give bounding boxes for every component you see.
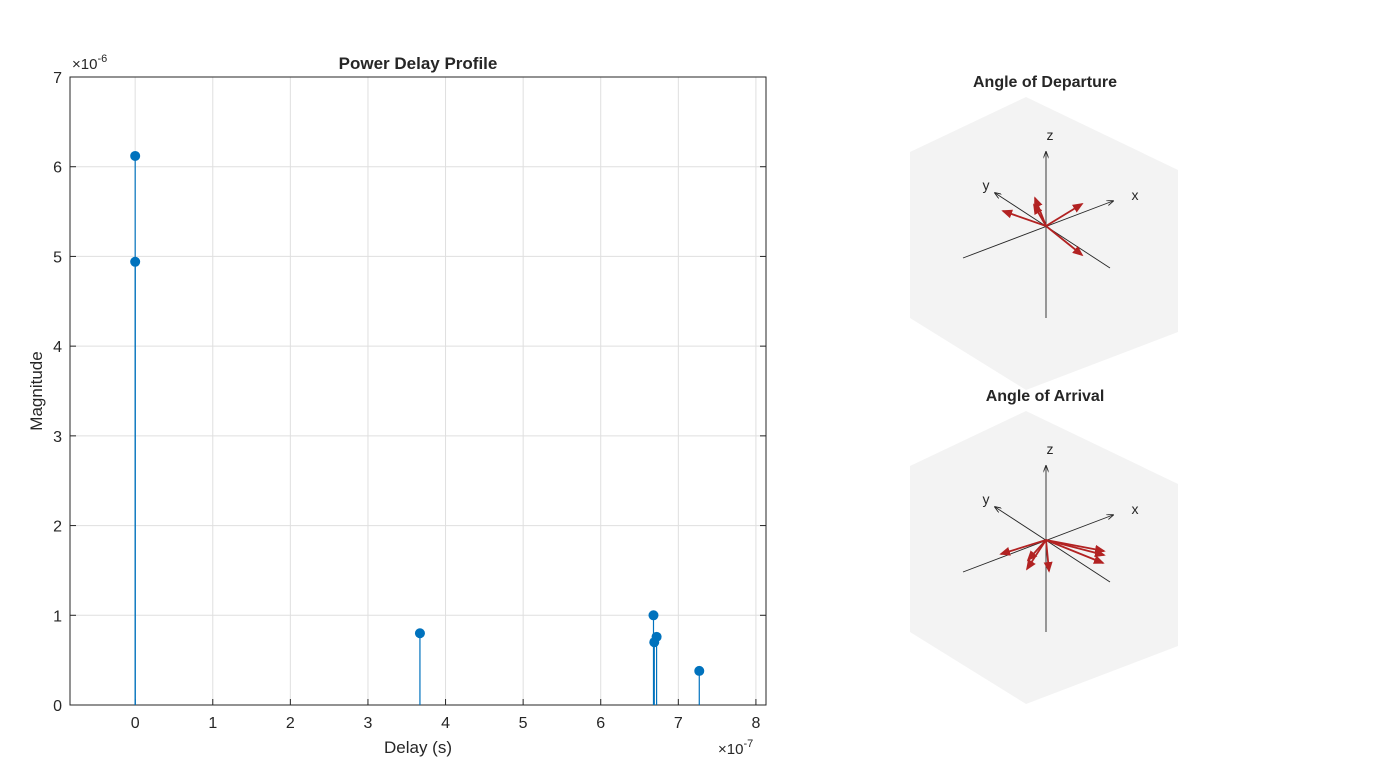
x-tick-label: 6 bbox=[596, 715, 605, 732]
y-axis-label: y bbox=[983, 177, 990, 193]
stems bbox=[130, 150, 705, 705]
y-axis-label: y bbox=[983, 491, 990, 507]
stem-marker[interactable] bbox=[694, 665, 705, 676]
axes-background bbox=[910, 97, 1178, 390]
direction-arrow bbox=[1033, 203, 1047, 227]
stem-marker[interactable] bbox=[130, 150, 141, 161]
y-axis bbox=[995, 507, 1111, 583]
y-tick-label: 0 bbox=[53, 698, 62, 715]
plot-area-box bbox=[69, 76, 767, 706]
z-axis-label: z bbox=[1047, 127, 1054, 143]
x-axis-label: x bbox=[1132, 187, 1139, 203]
y-tick-label: 3 bbox=[53, 429, 62, 446]
x-axis-label: Delay (s) bbox=[384, 738, 452, 757]
angle-of-departure-plot: Angle of Departure x y z bbox=[910, 74, 1178, 390]
x-axis bbox=[962, 515, 1113, 573]
grid bbox=[70, 76, 766, 706]
power-delay-profile-chart: 0 1 2 3 4 5 6 7 8 0 1 2 3 4 5 6 7 Power Delay Profile De… bbox=[27, 53, 767, 758]
y-tick-label: 5 bbox=[53, 249, 62, 266]
stem-marker[interactable] bbox=[648, 610, 659, 621]
y-axis-label: Magnitude bbox=[27, 351, 46, 430]
angle-of-arrival-plot: Angle of Arrival x y z bbox=[910, 388, 1178, 704]
x-tick-label: 7 bbox=[674, 715, 683, 732]
x-tick-label: 3 bbox=[364, 715, 373, 732]
x-tick-label: 8 bbox=[751, 715, 760, 732]
y-tick-label: 4 bbox=[53, 339, 62, 356]
y-tick-label: 2 bbox=[53, 519, 62, 536]
stem-marker[interactable] bbox=[414, 628, 425, 639]
ticks: 0 1 2 3 4 5 6 7 8 0 1 2 3 4 5 6 7 bbox=[53, 70, 766, 732]
stem-marker[interactable] bbox=[130, 256, 141, 267]
x-exponent: ×10-7 bbox=[718, 738, 753, 758]
direction-arrow bbox=[999, 539, 1047, 556]
axes-background bbox=[910, 411, 1178, 704]
direction-arrow bbox=[1026, 539, 1047, 562]
x-tick-label: 2 bbox=[286, 715, 295, 732]
x-tick-label: 0 bbox=[131, 715, 140, 732]
aoa-title: Angle of Arrival bbox=[986, 388, 1105, 405]
x-axis-label: x bbox=[1132, 501, 1139, 517]
direction-arrow bbox=[1045, 225, 1084, 257]
z-axis-label: z bbox=[1047, 441, 1054, 457]
y-tick-label: 1 bbox=[53, 608, 62, 625]
y-tick-label: 7 bbox=[53, 70, 62, 87]
chart-title: Power Delay Profile bbox=[339, 54, 498, 73]
y-tick-label: 6 bbox=[53, 160, 62, 177]
aod-title: Angle of Departure bbox=[973, 74, 1117, 91]
direction-arrow bbox=[1045, 539, 1106, 558]
direction-arrow bbox=[1045, 539, 1105, 564]
direction-arrow bbox=[1045, 203, 1084, 227]
stem-marker[interactable] bbox=[651, 631, 662, 642]
x-tick-label: 5 bbox=[519, 715, 528, 732]
direction-arrow bbox=[1001, 209, 1047, 227]
y-exponent: ×10-6 bbox=[72, 53, 107, 73]
direction-arrow bbox=[1043, 539, 1053, 573]
x-axis bbox=[962, 201, 1113, 259]
x-tick-label: 4 bbox=[441, 715, 450, 732]
x-tick-label: 1 bbox=[208, 715, 217, 732]
